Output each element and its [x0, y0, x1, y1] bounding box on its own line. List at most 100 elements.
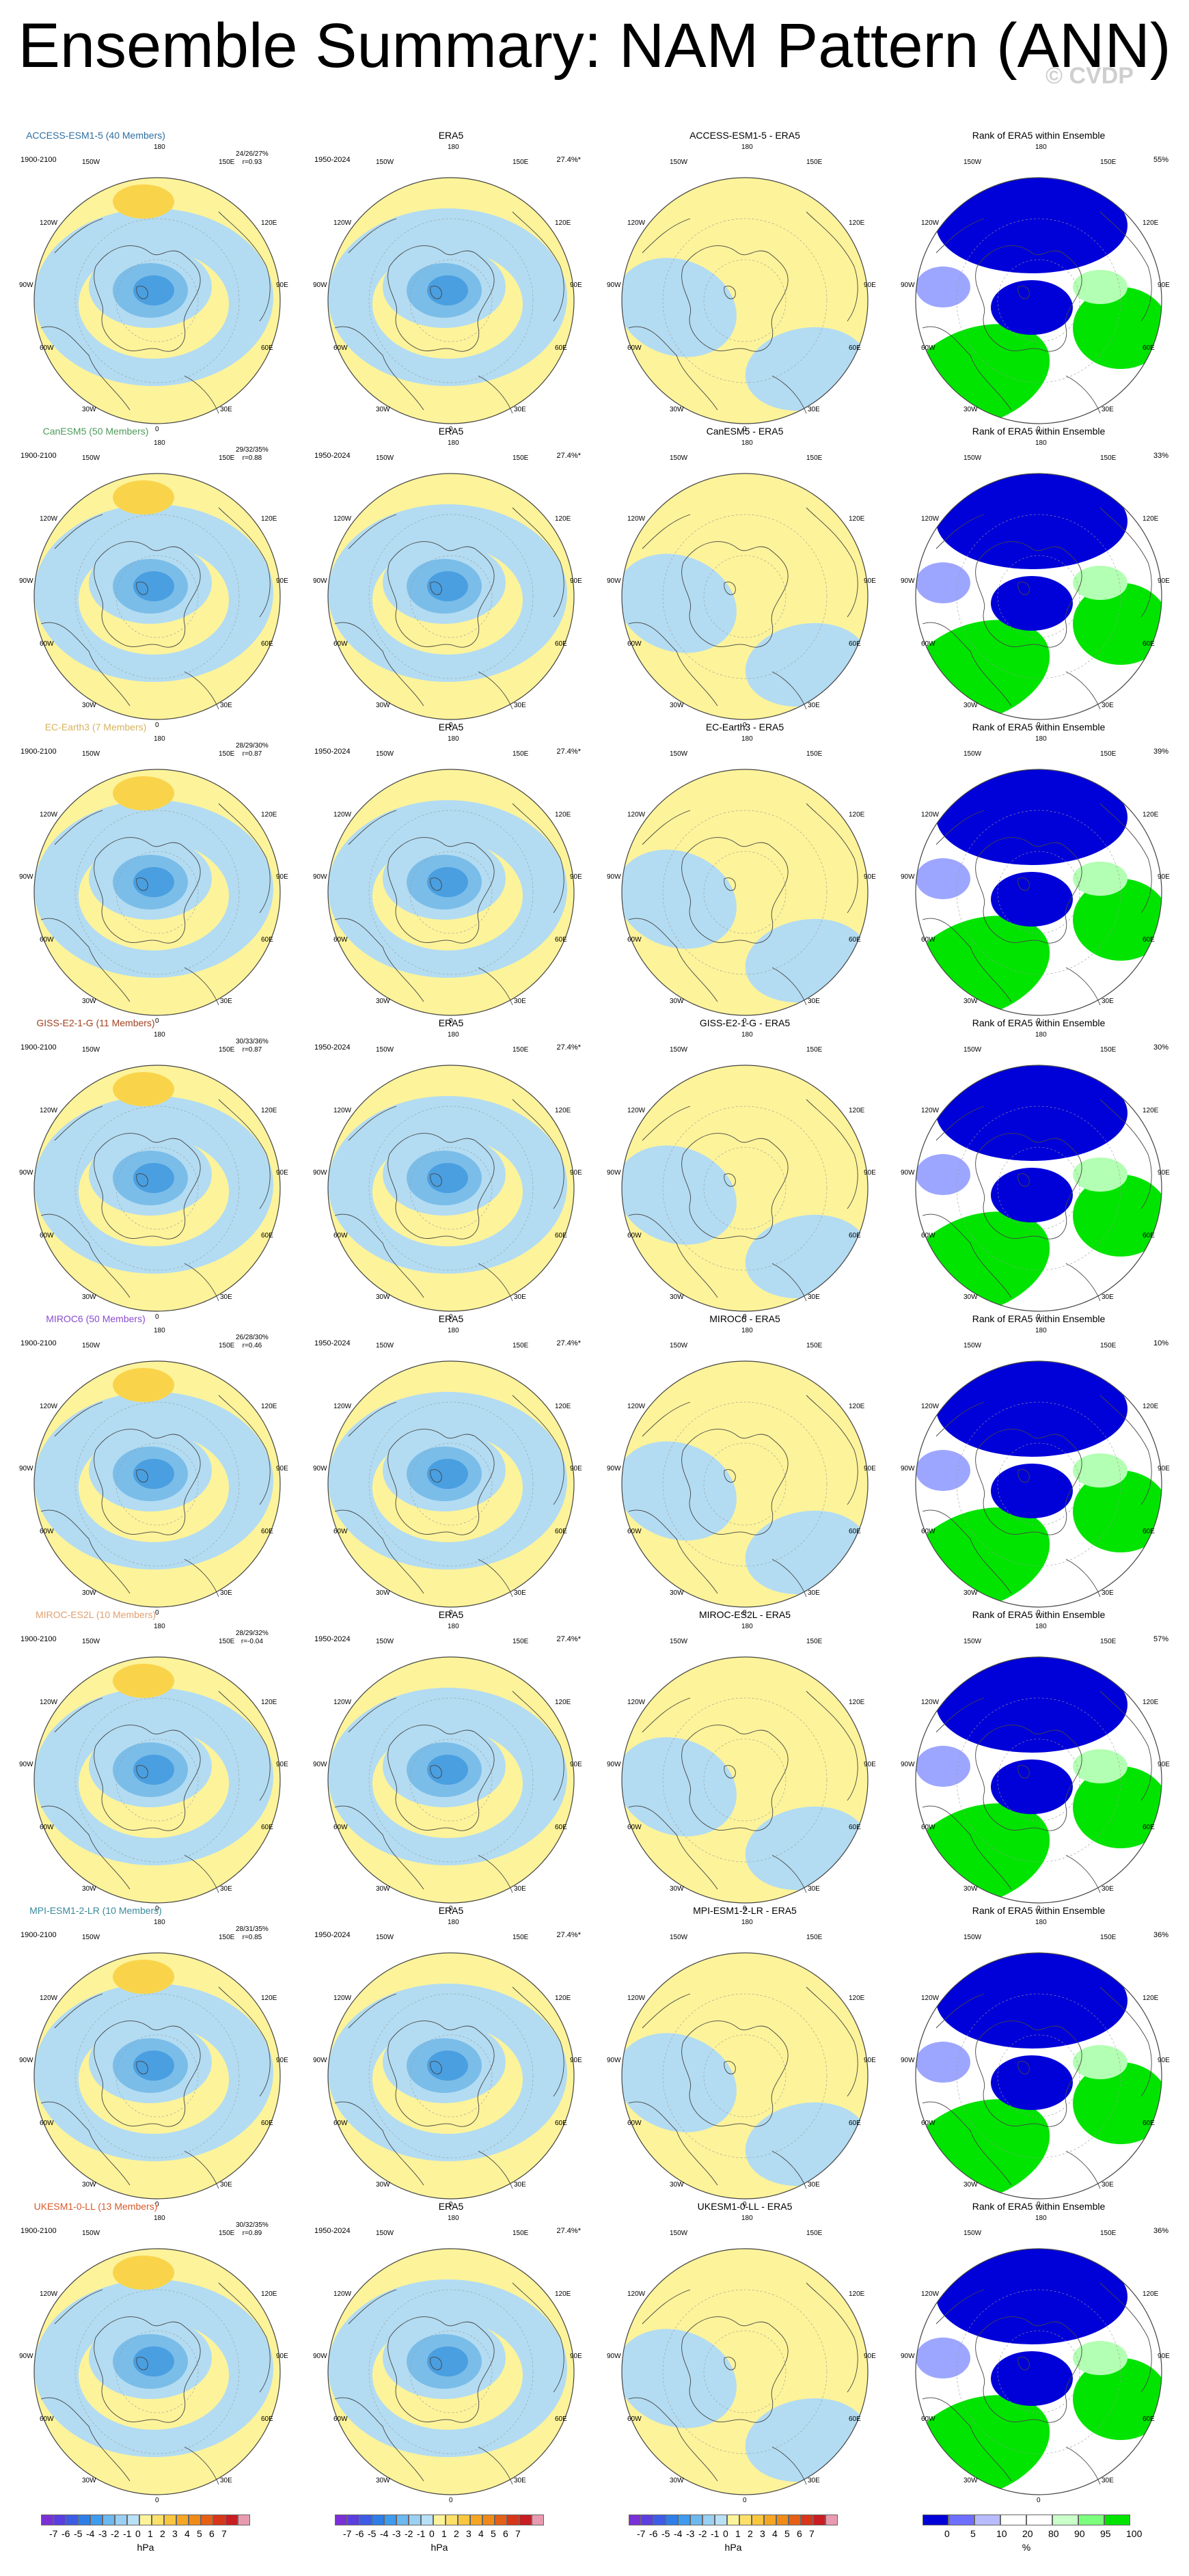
- map-label-right-mid: 90E: [276, 282, 288, 289]
- colorbar-box: [727, 2515, 739, 2525]
- map-label-top-left: 150W: [964, 159, 982, 166]
- map-label-right-upper: 120E: [1143, 515, 1159, 523]
- map-label-top-right: 150E: [1100, 2230, 1117, 2237]
- map-label-bottom: 0: [449, 426, 453, 433]
- map-label-right-mid: 90E: [1158, 1465, 1170, 1472]
- map-boundary: [915, 1952, 1162, 2200]
- page-title: Ensemble Summary: NAM Pattern (ANN): [18, 11, 1171, 81]
- map-boundary: [327, 1952, 575, 2200]
- map-label-left-lower: 60W: [40, 1232, 54, 1239]
- map-label-right-upper: 120E: [555, 811, 571, 819]
- colorbar-tick: -3: [392, 2528, 401, 2539]
- map-label-right-lower: 60E: [555, 640, 567, 648]
- map-label-top-right: 150E: [219, 1046, 235, 1054]
- rank-percent: 36%: [1153, 1931, 1168, 1939]
- map-label-right-mid: 90E: [570, 873, 582, 881]
- map-label-right-lower: 60E: [849, 2120, 861, 2127]
- map-label-left-lower: 60W: [333, 1824, 348, 1831]
- colorbar-tick: -6: [649, 2528, 658, 2539]
- map-label-bottom-right: 30E: [220, 1589, 232, 1597]
- graticule: [368, 1106, 534, 1271]
- colorbar-unit: hPa: [724, 2542, 742, 2553]
- diff-negative-region: [622, 1145, 737, 1245]
- map-label-right-mid: 90E: [276, 1169, 288, 1177]
- polar-negative-core: [133, 275, 174, 305]
- coastlines: [40, 803, 271, 1006]
- model-map: [33, 1952, 281, 2200]
- model-map: [33, 473, 281, 720]
- map-label-bottom: 0: [155, 1313, 159, 1321]
- map-boundary: [915, 1065, 1162, 1312]
- map-label-right-upper: 120E: [555, 1107, 571, 1114]
- model-map: [33, 1065, 281, 1312]
- map-label-bottom: 0: [155, 1017, 159, 1025]
- map-label-top-left: 150W: [376, 750, 394, 758]
- map-label-left-upper: 120W: [921, 1995, 940, 2002]
- map-label-right-lower: 60E: [1143, 1528, 1155, 1535]
- map-label-left-upper: 120W: [627, 219, 646, 227]
- era5-panel: ERA5 1950-2024 27.4%* 180 0 120W 90W 60W 120E 90E…: [308, 130, 594, 433]
- map-label-top: 180: [154, 143, 165, 151]
- map-boundary: [621, 2248, 869, 2495]
- colorbar-tick: 0: [135, 2528, 141, 2539]
- map-label-top-left: 150W: [964, 1046, 982, 1054]
- map-label-right-lower: 60E: [849, 640, 861, 648]
- map-label-right-upper: 120E: [849, 219, 865, 227]
- map-label-right-mid: 90E: [1158, 1169, 1170, 1177]
- coastlines: [628, 507, 858, 710]
- map-label-left-lower: 60W: [40, 936, 54, 944]
- period-label: 1950-2024: [314, 2227, 351, 2235]
- map-label-right-mid: 90E: [864, 1465, 876, 1472]
- rank-lightgreen-patch: [1073, 566, 1128, 600]
- map-label-left-lower: 60W: [40, 1824, 54, 1831]
- map-label-left-lower: 60W: [921, 1824, 935, 1831]
- rank-panel: Rank of ERA5 within Ensemble 57% 180 0 120W 9…: [895, 1609, 1182, 1913]
- era5-map: [327, 1065, 575, 1312]
- map-label-top-right: 150E: [1100, 454, 1117, 462]
- coastlines: [40, 507, 271, 710]
- coastlines: [922, 507, 1152, 710]
- colorbar-tick: -4: [380, 2528, 389, 2539]
- map-label-top: 180: [1035, 1623, 1047, 1630]
- map-label-left-lower: 60W: [627, 1232, 642, 1239]
- colorbar-tick: 5: [784, 2528, 790, 2539]
- map-label-right-upper: 120E: [261, 1403, 277, 1410]
- map-label-bottom-right: 30E: [808, 406, 820, 413]
- colorbar-box: [335, 2515, 347, 2525]
- graticule: [74, 1106, 240, 1271]
- rank-lightgreen-patch: [1073, 862, 1128, 896]
- map-label-top-left: 150W: [376, 1934, 394, 1941]
- rank-green-region-east: [1073, 287, 1162, 369]
- map-label-bottom-left: 30W: [376, 2477, 390, 2484]
- map-label-left-lower: 60W: [333, 2415, 348, 2423]
- period-label: 1950-2024: [314, 1635, 351, 1643]
- map-label-top-right: 150E: [806, 750, 823, 758]
- map-label-left-upper: 120W: [921, 811, 940, 819]
- map-label-bottom-right: 30E: [514, 406, 526, 413]
- colorbar-box: [974, 2515, 1000, 2525]
- map-label-top: 180: [154, 1919, 165, 1926]
- map-label-left-mid: 90W: [313, 1465, 327, 1472]
- colorbar-hpa-2: -7 -6 -5 -4 -3 -2 -1 0 1 2 3 4 5 6 7 hPa: [335, 2515, 544, 2553]
- model-panel: CanESM5 (50 Members) 1900-2100 29/32/35% r=…: [14, 426, 301, 729]
- map-label-bottom-left: 30W: [964, 406, 978, 413]
- model-panel-title: CanESM5 (50 Members): [42, 426, 149, 437]
- map-label-bottom-right: 30E: [808, 1293, 820, 1301]
- colorbar-box: [532, 2515, 544, 2525]
- pacific-positive: [113, 1072, 174, 1106]
- graticule: [956, 1697, 1121, 1863]
- rank-lightblue-patch: [916, 858, 970, 899]
- model-panel-title: MIROC6 (50 Members): [46, 1313, 146, 1324]
- map-label-left-mid: 90W: [607, 1761, 621, 1768]
- map-label-right-upper: 120E: [261, 1995, 277, 2002]
- colorbar-box: [201, 2515, 213, 2525]
- map-label-top-left: 150W: [82, 1934, 100, 1941]
- map-label-left-mid: 90W: [901, 2057, 915, 2064]
- map-label-top-left: 150W: [82, 454, 100, 462]
- diff-map: [621, 2248, 869, 2495]
- variance-explained: 27.4%*: [556, 1931, 581, 1939]
- map-label-left-lower: 60W: [921, 344, 935, 352]
- colorbar-box: [739, 2515, 752, 2525]
- map-label-top-left: 150W: [82, 1046, 100, 1054]
